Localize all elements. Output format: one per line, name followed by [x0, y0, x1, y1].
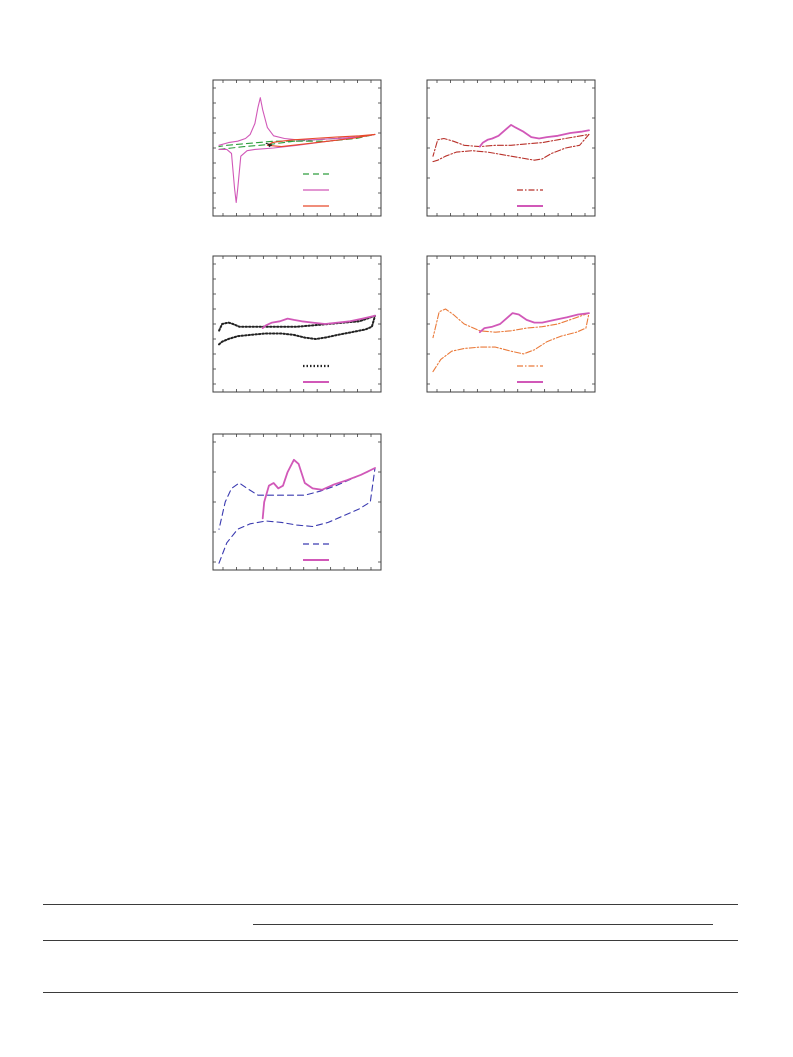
plot-frame — [212, 79, 382, 217]
chart-panel-top-left — [210, 78, 385, 218]
plot-frame — [212, 255, 382, 393]
plot-frame — [212, 433, 382, 571]
series-line-0 — [218, 314, 376, 346]
chart-panel-middle-left — [210, 254, 385, 394]
table-top-rule — [43, 904, 738, 905]
chart-panel-bottom-left — [210, 432, 385, 572]
table-header-rule — [43, 940, 738, 941]
table-header-subrule — [253, 924, 713, 925]
series-line-1 — [261, 458, 376, 520]
chart-bottom-left-svg — [212, 433, 382, 571]
series-line-1 — [261, 314, 376, 329]
direction-arrow-head — [268, 144, 273, 148]
series-line-1 — [478, 124, 590, 148]
chart-panel-middle-right — [424, 254, 599, 394]
series-line-1 — [478, 312, 590, 334]
series-line-2 — [266, 133, 376, 148]
chart-top-left-svg — [212, 79, 382, 217]
table-bottom-rule — [43, 992, 738, 993]
series-line-0 — [432, 133, 590, 163]
plot-frame — [426, 79, 596, 217]
plot-frame — [426, 255, 596, 393]
chart-top-right-svg — [426, 79, 596, 217]
chart-panel-top-right — [424, 78, 599, 218]
series-line-0 — [218, 467, 376, 564]
series-line-0 — [432, 308, 590, 373]
series-line-1 — [218, 97, 376, 203]
chart-middle-right-svg — [426, 255, 596, 393]
chart-middle-left-svg — [212, 255, 382, 393]
direction-arrow — [265, 142, 273, 146]
